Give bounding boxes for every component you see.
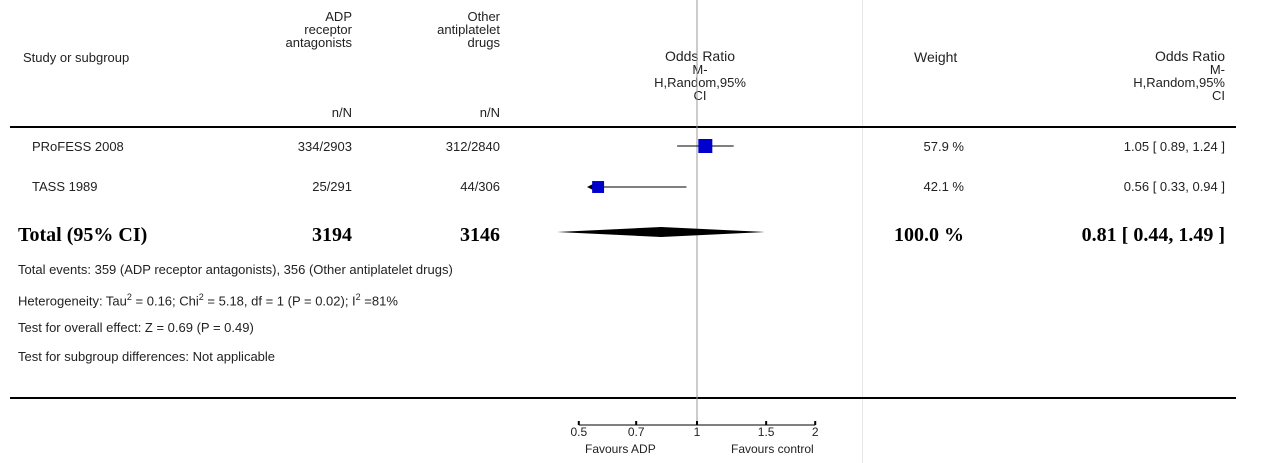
study-weight: 42.1 % xyxy=(923,179,964,194)
het-text: Heterogeneity: Tau xyxy=(18,293,127,309)
total-events-note: Total events: 359 (ADP receptor antagoni… xyxy=(18,262,453,277)
header-odds-ratio-plot: Odds Ratio M- H,Random,95% CI xyxy=(640,48,760,102)
total-ci-text: 0.81 [ 0.44, 1.49 ] xyxy=(1081,224,1225,246)
header-or-text-line: CI xyxy=(1212,88,1225,103)
study-ci-text: 0.56 [ 0.33, 0.94 ] xyxy=(1123,179,1225,194)
total-weight: 100.0 % xyxy=(894,224,964,246)
het-sup: 2 xyxy=(198,292,204,302)
pooled-diamond xyxy=(556,227,766,237)
experimental-events: 25/291 xyxy=(312,179,352,194)
subgroup-differences-note: Test for subgroup differences: Not appli… xyxy=(18,349,276,364)
header-or-plot-line: Odds Ratio xyxy=(664,48,736,64)
header-or-plot-line: H,Random,95% xyxy=(654,75,746,90)
het-text: = 0.16; Chi xyxy=(131,293,199,309)
x-axis-tick-label: 0.7 xyxy=(628,425,645,439)
x-axis-tick-label: 1.5 xyxy=(758,425,775,439)
header-control: Other antiplatelet drugs xyxy=(390,10,500,49)
header-or-text-line: Odds Ratio xyxy=(1154,48,1225,64)
study-marker xyxy=(698,139,713,153)
header-or-text-line: H,Random,95% xyxy=(1133,75,1225,90)
header-control-unit: n/N xyxy=(479,105,500,120)
study-ci-text: 1.05 [ 0.89, 1.24 ] xyxy=(1123,139,1225,154)
header-experimental-line: ADP xyxy=(325,9,352,24)
header-control-line: antiplatelet xyxy=(437,22,500,37)
ci-arrow-left xyxy=(587,184,593,190)
total-control: 3146 xyxy=(460,224,500,246)
total-experimental: 3194 xyxy=(312,224,352,246)
heterogeneity-note: Heterogeneity: Tau2 = 0.16; Chi2 = 5.18,… xyxy=(18,290,398,308)
header-or-plot-line: M- xyxy=(692,62,708,77)
x-axis-tick-label: 1 xyxy=(694,425,701,439)
header-odds-ratio-text: Odds Ratio M- H,Random,95% CI xyxy=(1100,48,1225,103)
header-study: Study or subgroup xyxy=(23,50,130,65)
het-text: =81% xyxy=(360,293,398,309)
study-name: PRoFESS 2008 xyxy=(32,139,124,154)
study-weight: 57.9 % xyxy=(923,139,964,154)
favours-right-label: Favours control xyxy=(731,442,814,456)
x-axis-tick-label: 2 xyxy=(812,425,819,439)
het-sup: 2 xyxy=(126,292,132,302)
header-experimental-unit: n/N xyxy=(331,105,352,120)
header-control-line: Other xyxy=(467,9,500,24)
x-axis-tick-label: 0.5 xyxy=(570,425,587,439)
header-control-line: drugs xyxy=(467,35,500,50)
favours-left-label: Favours ADP xyxy=(585,442,656,456)
column-separator xyxy=(862,0,863,463)
header-weight: Weight xyxy=(914,49,958,65)
experimental-events: 334/2903 xyxy=(297,139,352,154)
header-rule xyxy=(10,126,1236,128)
header-or-text-line: M- xyxy=(1209,62,1225,77)
header-experimental-line: antagonists xyxy=(285,35,353,50)
control-events: 44/306 xyxy=(460,179,500,194)
study-name: TASS 1989 xyxy=(32,179,98,194)
header-experimental: ADP receptor antagonists xyxy=(226,9,353,50)
overall-effect-note: Test for overall effect: Z = 0.69 (P = 0… xyxy=(18,320,254,335)
control-events: 312/2840 xyxy=(445,139,500,154)
total-label: Total (95% CI) xyxy=(18,224,148,246)
study-marker xyxy=(592,181,605,193)
bottom-rule xyxy=(10,397,1236,399)
het-text: = 5.18, df = 1 (P = 0.02); I xyxy=(203,293,356,309)
het-sup: 2 xyxy=(355,292,361,302)
header-experimental-line: receptor xyxy=(304,22,352,37)
